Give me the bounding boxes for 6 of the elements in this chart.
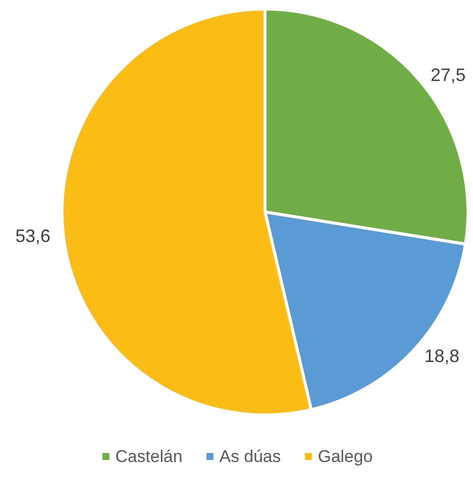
legend-label: Galego xyxy=(318,447,373,466)
data-label: 27,5 xyxy=(430,65,466,86)
data-label: 53,6 xyxy=(15,226,50,246)
legend-label: As dúas xyxy=(219,447,281,466)
legend-label: Castelán xyxy=(115,447,182,466)
data-label: 18,8 xyxy=(424,346,460,366)
